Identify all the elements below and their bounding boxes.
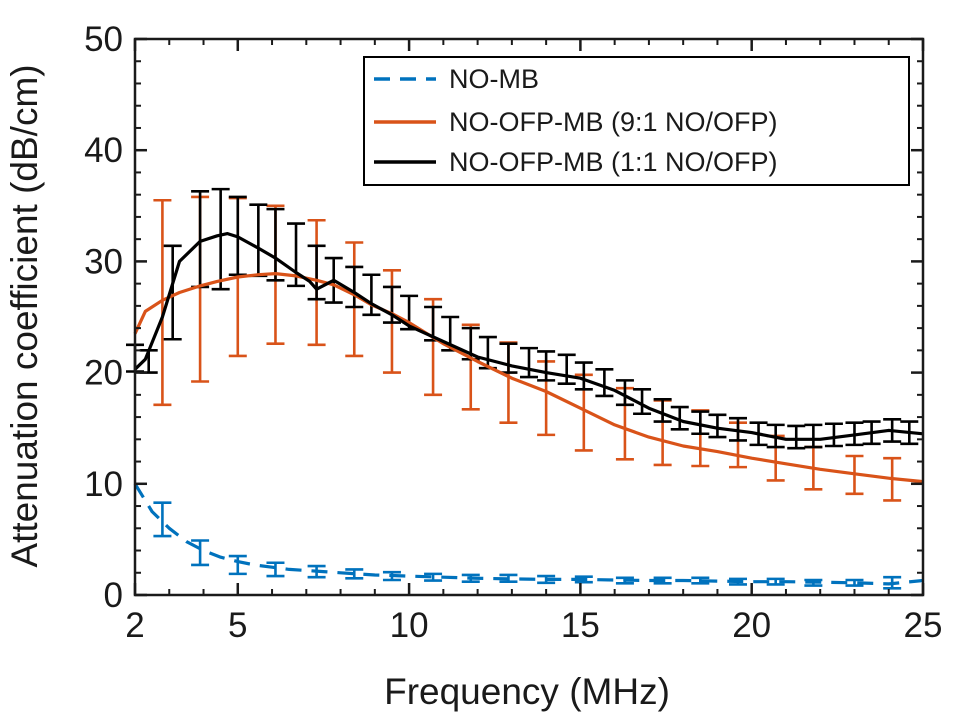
no-ofp-mb-1-1-no-ofp-error-bar: [557, 353, 576, 386]
no-ofp-mb-1-1-no-ofp-error-bar: [824, 422, 843, 448]
no-mb-error-bar: [766, 577, 785, 586]
y-axis-label: Attenuation coefficient (dB/cm): [4, 64, 45, 567]
x-tick-label: 5: [228, 606, 247, 645]
no-ofp-mb-1-1-no-ofp-error-bar: [362, 273, 381, 317]
x-tick-label: 15: [561, 606, 600, 645]
no-ofp-mb-1-1-no-ofp-error-bar: [266, 207, 285, 282]
no-ofp-mb-1-1-no-ofp-error-bar: [670, 405, 689, 431]
no-mb-error-bar: [691, 576, 710, 585]
no-mb-error-bar: [191, 539, 210, 567]
no-ofp-mb-1-1-no-ofp-error-bar: [633, 387, 652, 416]
legend-label-no-ofp-mb-9-1: NO-OFP-MB (9:1 NO/OFP): [449, 107, 778, 137]
no-ofp-mb-1-1-no-ofp-error-bar: [804, 423, 823, 449]
x-tick-label: 20: [732, 606, 771, 645]
no-ofp-mb-1-1-no-ofp-error-bar: [615, 379, 634, 407]
no-ofp-mb-1-1-no-ofp-error-bar: [574, 361, 593, 391]
legend: NO-MB NO-OFP-MB (9:1 NO/OFP) NO-OFP-MB (…: [363, 56, 910, 186]
no-ofp-mb-9-1-no-ofp-line: [133, 272, 924, 484]
y-tick-label: 40: [84, 131, 123, 170]
legend-label-no-ofp-mb-1-1: NO-OFP-MB (1:1 NO/OFP): [449, 147, 778, 177]
no-ofp-mb-1-1-no-ofp-error-bar: [691, 410, 710, 436]
y-tick-label: 10: [84, 465, 123, 504]
no-mb-line: [133, 482, 924, 586]
y-tick-label: 0: [104, 576, 123, 615]
axes-box: [133, 37, 925, 597]
no-ofp-mb-1-1-no-ofp-line: [133, 232, 924, 441]
legend-label-no-mb: NO-MB: [449, 64, 539, 94]
no-mb-error-bar: [228, 554, 247, 576]
no-mb-error-bar: [424, 572, 443, 582]
no-ofp-mb-1-1-no-ofp-error-bar: [708, 413, 727, 439]
no-mb-error-bar: [345, 568, 364, 580]
y-tick-label: 30: [84, 242, 123, 281]
no-ofp-mb-1-1-no-ofp-error-bar: [787, 424, 806, 450]
x-axis-label: Frequency (MHz): [384, 671, 670, 712]
no-ofp-mb-9-1-no-ofp-error-bar: [153, 198, 172, 407]
y-tick-label: 20: [84, 354, 123, 393]
y-tick-label: 50: [84, 20, 123, 59]
x-tick-label: 2: [125, 606, 144, 645]
no-ofp-mb-1-1-no-ofp-error-bar: [653, 397, 672, 423]
no-ofp-mb-1-1-no-ofp-error-bar: [163, 244, 182, 341]
x-tick-label: 10: [390, 606, 429, 645]
no-ofp-mb-1-1-no-ofp-error-bar: [595, 367, 614, 398]
no-ofp-mb-1-1-no-ofp-error-bar: [537, 350, 556, 382]
no-ofp-mb-1-1-no-ofp-error-bar: [211, 187, 230, 291]
legend-box: [363, 56, 910, 186]
no-ofp-mb-1-1-no-ofp-error-bar: [345, 265, 364, 309]
axes-layer: [133, 37, 925, 597]
no-ofp-mb-1-1-no-ofp-error-bar: [520, 346, 538, 379]
x-tick-label: 25: [904, 606, 943, 645]
no-mb-error-bar: [153, 501, 172, 538]
no-mb-error-bar: [266, 561, 285, 578]
series-lines-layer: [133, 232, 924, 586]
no-mb-error-bar: [845, 578, 864, 587]
